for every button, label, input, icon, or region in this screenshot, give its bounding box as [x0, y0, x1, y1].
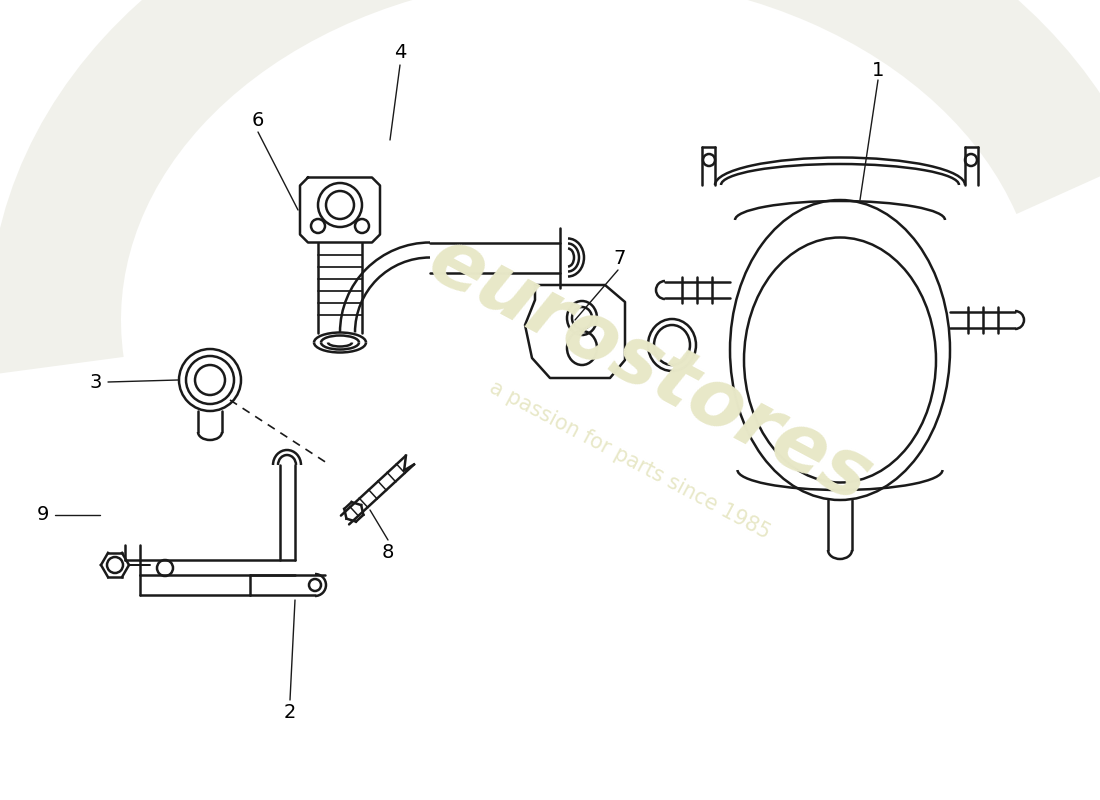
Text: 8: 8	[382, 542, 394, 562]
Text: a passion for parts since 1985: a passion for parts since 1985	[486, 378, 773, 542]
Text: 6: 6	[252, 110, 264, 130]
Text: 4: 4	[394, 42, 406, 62]
Text: 2: 2	[284, 702, 296, 722]
Text: 3: 3	[90, 373, 102, 391]
Text: eurostores: eurostores	[415, 220, 886, 520]
Text: 9: 9	[36, 506, 50, 525]
Text: 7: 7	[614, 249, 626, 267]
Text: 1: 1	[872, 61, 884, 79]
